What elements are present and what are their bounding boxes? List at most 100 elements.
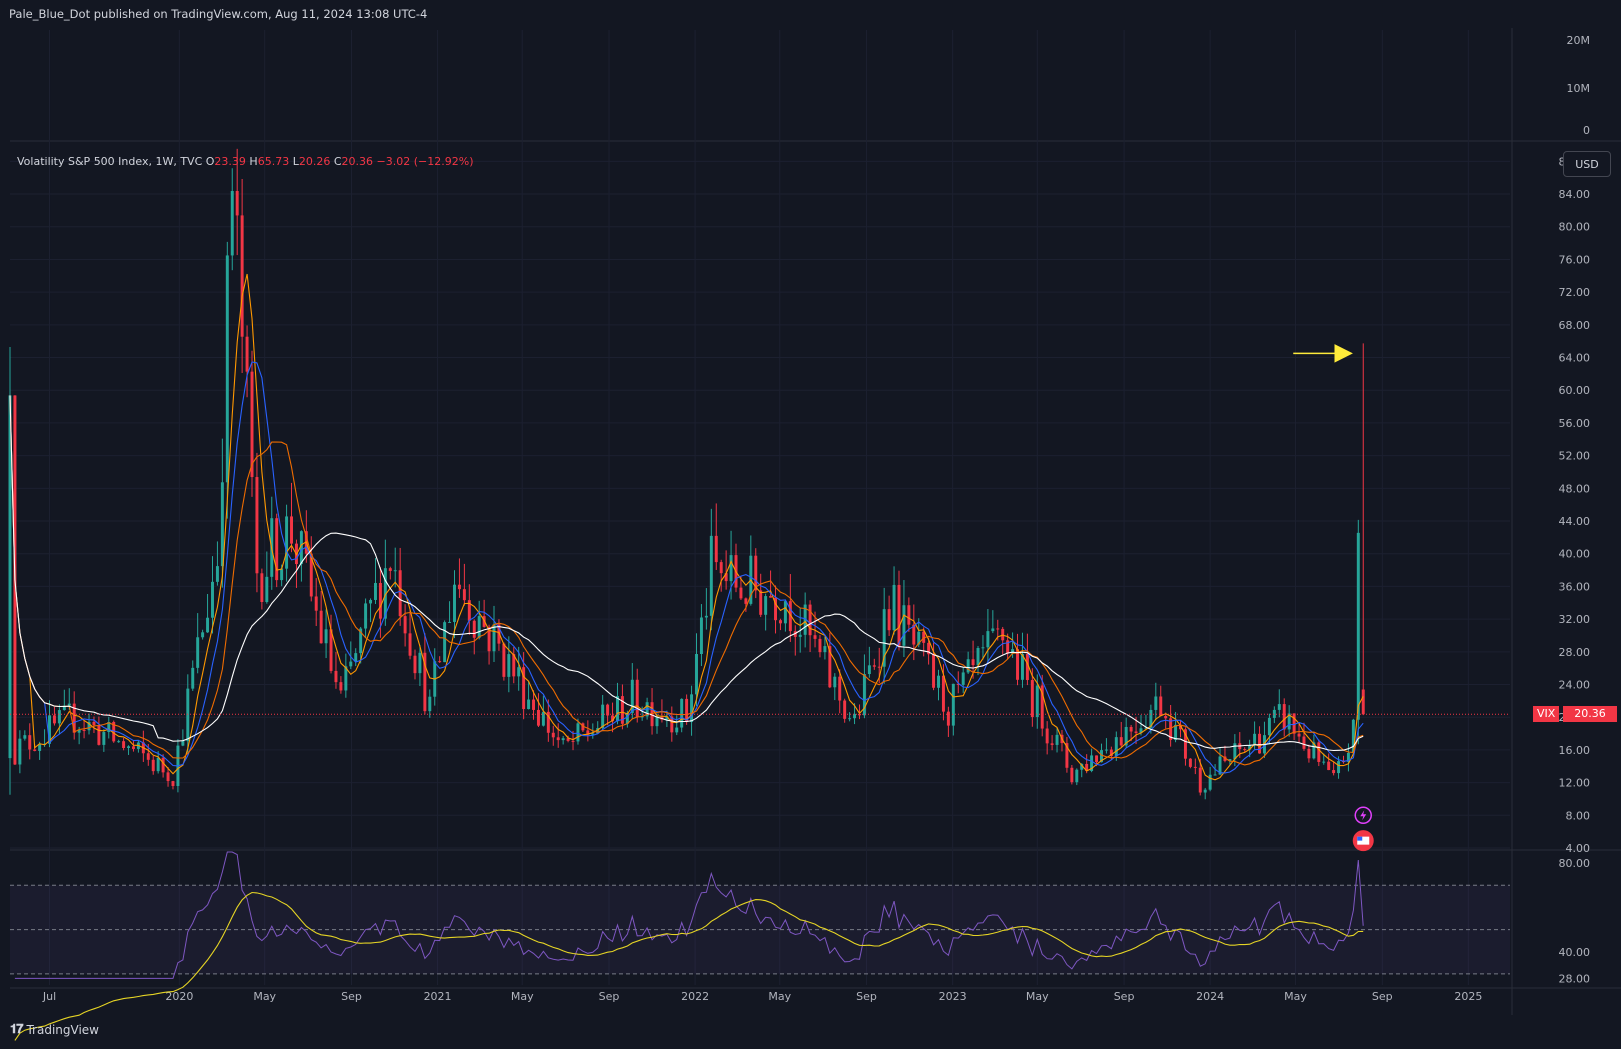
date-tick-label: May [1284,990,1307,1003]
publication-header: Pale_Blue_Dot published on TradingView.c… [0,0,1621,28]
candle-body [393,570,397,572]
candle-body [398,570,402,617]
candle-body [1040,685,1044,729]
candle-body [329,629,333,671]
candle-body [912,624,916,645]
candle-body [1090,755,1094,771]
candle-body [206,617,210,633]
candle-body [1233,743,1237,760]
candle-body [615,696,619,722]
candle-body [522,667,526,710]
price-tick-label: 76.00 [1559,253,1591,266]
candle-body [892,584,896,631]
price-tick-label: 40.00 [1559,548,1591,561]
candle-body [378,582,382,619]
candle-body [838,676,842,701]
candle-body [843,700,847,719]
candle-body [1085,763,1089,771]
candle-body [408,633,412,656]
candle-body [961,672,965,685]
candle-body [191,667,195,689]
volume-pane-bg [10,30,1510,138]
price-tick-label: 80.00 [1559,221,1591,234]
candle-body [759,590,763,615]
candle-body [1287,713,1291,730]
candle-body [941,675,945,712]
candle-body [1035,685,1039,717]
candle-body [1100,750,1103,763]
legend-low-label: L [292,155,299,168]
candle-body [695,654,698,695]
candle-body [240,215,244,337]
date-tick-label: Sep [856,990,877,1003]
candle-body [250,371,254,478]
tradingview-logo-icon: 𝟏𝟕 [10,1022,24,1037]
candle-body [956,683,960,685]
candle-body [670,716,674,733]
candle-body [1307,748,1311,759]
candle-body [220,482,224,567]
candle-body [1351,719,1355,753]
date-tick-label: 2023 [939,990,967,1003]
candle-body [369,599,373,604]
candle-body [67,703,71,706]
candle-body [1179,724,1182,730]
candle-body [72,703,76,733]
candle-body [611,715,615,722]
candle-body [1183,729,1187,759]
arrow-shape [1293,344,1353,363]
candle-body [778,620,782,624]
candle-body [1119,737,1123,746]
price-tick-label: 16.00 [1559,744,1591,757]
tradingview-brand[interactable]: 𝟏𝟕 TradingView [10,1022,99,1037]
candle-body [309,553,313,597]
candle-body [818,638,822,653]
candle-body [275,518,279,581]
price-tick-label: 56.00 [1559,417,1591,430]
candle-body [783,601,787,624]
candle-body [571,740,575,742]
candle-body [364,603,368,629]
candle-body [1011,649,1015,654]
candle-body [477,616,481,638]
candle-body [635,679,639,717]
candle-body [946,711,950,726]
candle-body [215,566,219,582]
candle-body [517,667,521,677]
candle-body [156,757,160,772]
candle-body [166,772,170,782]
candle-body [1045,728,1049,744]
candle-body [848,718,852,720]
candle-body [620,696,624,724]
candle-body [897,584,901,646]
candle-body [359,628,363,654]
candle-body [181,741,185,746]
legend-title: Volatility S&P 500 Index, 1W, TVC [17,155,203,168]
flag-canton [1357,836,1363,841]
publication-info: Pale_Blue_Dot published on TradingView.c… [9,7,428,21]
chart-legend: Volatility S&P 500 Index, 1W, TVC O23.39… [17,155,473,168]
candle-body [1164,715,1168,719]
tradingview-brand-label: TradingView [26,1022,99,1037]
candle-body [1104,749,1108,751]
price-tick-label: 24.00 [1559,679,1591,692]
candle-body [630,679,634,713]
candle-body [467,600,471,621]
candle-body [413,655,417,674]
candle-body [225,255,229,483]
candle-body [112,722,116,742]
candle-body [1282,704,1286,730]
currency-button[interactable]: USD [1563,151,1611,177]
candle-body [1025,653,1029,681]
candle-body [131,746,135,749]
moving-average-slow [9,395,1364,766]
price-tick-label: 28.00 [1559,646,1591,659]
candle-body [18,738,22,765]
candle-body [862,674,866,716]
candle-body [714,535,718,563]
candle-body [1030,680,1034,717]
candle-body [146,753,150,760]
candle-body [764,596,768,615]
event-lightning-icon [1354,806,1372,825]
